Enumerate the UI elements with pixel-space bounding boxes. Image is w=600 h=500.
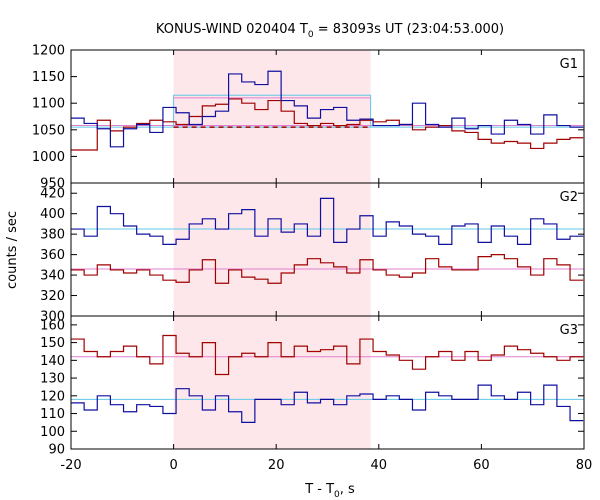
x-tick-label: 80 (576, 458, 593, 473)
panel-g1: 950 1000 1050 1100 1150 1200 G1 (32, 44, 585, 192)
x-tick-label: 20 (268, 458, 285, 473)
x-tick-label: 0 (169, 458, 177, 473)
blue-series-step (71, 70, 584, 148)
blue-series-step (71, 197, 584, 245)
y-tick-label: 130 (40, 372, 65, 387)
y-tick-label: 90 (48, 443, 65, 458)
y-tick-label: 420 (40, 187, 65, 202)
y-tick-label: 150 (40, 336, 65, 351)
shaded-interval (173, 50, 371, 449)
blue-interval-level (173, 94, 372, 128)
blue-series-step (71, 384, 584, 423)
y-tick-label: 950 (40, 177, 65, 192)
y-axis-label: counts / sec (5, 211, 20, 289)
y-tick-label: 1200 (32, 44, 65, 59)
y-tick-label: 300 (40, 310, 65, 325)
panel-label: G3 (560, 323, 578, 338)
y-tick-label: 100 (40, 425, 65, 440)
panel-frame (70, 315, 585, 450)
y-tick-label: 140 (40, 354, 65, 369)
y-tick-label: 110 (40, 407, 65, 422)
y-tick-label: 1050 (32, 123, 65, 138)
y-tick-label: 340 (40, 269, 65, 284)
y-tick-label: 360 (40, 248, 65, 263)
chart-title: KONUS-WIND 020404 T0 = 83093s UT (23:04:… (156, 22, 504, 40)
x-tick-label: 60 (473, 458, 490, 473)
y-tick-label: 160 (40, 318, 65, 333)
y-tick-label: 120 (40, 389, 65, 404)
x-tick-label: 40 (371, 458, 388, 473)
panel-label: G2 (560, 190, 578, 205)
plot-area: 95010001050110011501200G1300320340360380… (32, 44, 592, 474)
panel-label: G1 (560, 57, 578, 72)
y-tick-label: 1100 (32, 97, 65, 112)
red-series-step (71, 334, 584, 376)
y-tick-label: 320 (40, 289, 65, 304)
panel-g3: 90 100 110 120 130 140 150 160 G3 (40, 315, 585, 458)
x-tick-label: -20 (60, 458, 81, 473)
y-tick-label: 380 (40, 228, 65, 243)
x-axis-label: T - T0, s (304, 482, 355, 500)
red-series-step (71, 254, 584, 284)
y-tick-label: 1000 (32, 150, 65, 165)
y-tick-label: 400 (40, 207, 65, 222)
y-tick-label: 1150 (32, 70, 65, 85)
panel-g2: 300 320 340 360 380 400 420 G2 (40, 182, 585, 325)
